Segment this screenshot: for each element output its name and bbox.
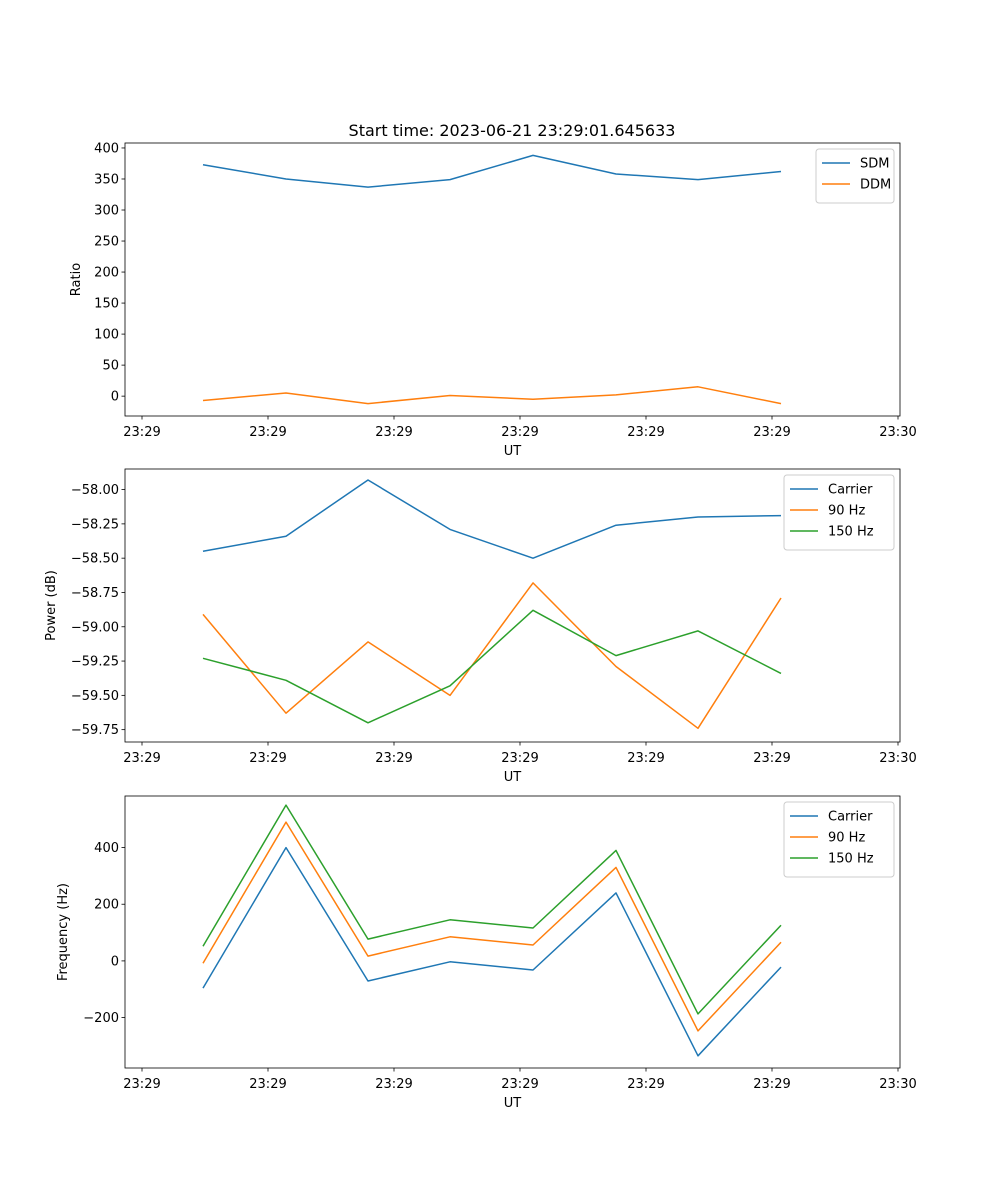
x-axis-label: UT (504, 444, 522, 459)
y-axis-label: Power (dB) (44, 570, 59, 641)
legend-label: SDM (860, 157, 889, 172)
x-tick-label: 23:29 (123, 425, 160, 440)
y-tick-label: 200 (94, 266, 119, 281)
x-tick-label: 23:29 (375, 425, 412, 440)
series-line-1 (202, 479, 782, 559)
x-tick-label: 23:29 (501, 1077, 538, 1092)
y-tick-label: −58.75 (71, 586, 119, 601)
y-tick-label: 50 (102, 359, 119, 374)
x-tick-label: 23:29 (753, 1077, 790, 1092)
y-tick-label: −200 (83, 1011, 119, 1026)
x-tick-label: 23:29 (375, 751, 412, 766)
y-tick-label: 400 (94, 141, 119, 156)
legend-label: Carrier (828, 483, 873, 498)
y-axis-label: Frequency (Hz) (56, 883, 71, 981)
x-tick-label: 23:30 (879, 425, 916, 440)
chart-panels: 0 50 100 150 200 250 300 350 400 23:29 23:29 23:29 2… (44, 141, 917, 1111)
x-tick-label: 23:29 (375, 1077, 412, 1092)
figure-title: Start time: 2023-06-21 23:29:01.645633 (349, 121, 676, 140)
x-tick-label: 23:29 (753, 425, 790, 440)
x-tick-label: 23:30 (879, 751, 916, 766)
x-tick-label: 23:29 (627, 751, 664, 766)
axes-frame (124, 795, 901, 1069)
legend-label: DDM (860, 178, 891, 193)
legend-label: 90 Hz (828, 504, 865, 519)
y-tick-label: 0 (111, 390, 119, 405)
y-tick-label: 250 (94, 235, 119, 250)
y-tick-label: 350 (94, 172, 119, 187)
legend-label: 150 Hz (828, 525, 874, 540)
chart-panel-3: −200 0 200 400 23:29 23:29 23:29 23:29 23:29 23:2… (56, 795, 917, 1111)
series-line-2 (202, 386, 782, 405)
series-line-1 (202, 154, 782, 188)
x-tick-label: 23:29 (249, 425, 286, 440)
y-tick-label: 0 (111, 954, 119, 969)
x-tick-label: 23:29 (501, 425, 538, 440)
x-axis-label: UT (504, 770, 522, 785)
legend-label: Carrier (828, 810, 873, 825)
x-tick-label: 23:29 (123, 1077, 160, 1092)
chart-panel-1: 0 50 100 150 200 250 300 350 400 23:29 23:29 23:29 2… (69, 141, 917, 459)
y-tick-label: −59.25 (71, 655, 119, 670)
x-tick-label: 23:29 (123, 751, 160, 766)
x-tick-label: 23:29 (249, 751, 286, 766)
y-tick-label: −58.00 (71, 483, 119, 498)
y-tick-label: 100 (94, 328, 119, 343)
legend-label: 150 Hz (828, 852, 874, 867)
legend: SDM DDM (815, 148, 895, 204)
y-tick-label: 150 (94, 297, 119, 312)
x-tick-label: 23:29 (627, 425, 664, 440)
x-tick-label: 23:29 (753, 751, 790, 766)
y-tick-label: −59.00 (71, 620, 119, 635)
x-tick-label: 23:29 (501, 751, 538, 766)
legend: Carrier 90 Hz 150 Hz (783, 801, 895, 878)
y-tick-label: −58.50 (71, 552, 119, 567)
y-tick-label: −59.50 (71, 689, 119, 704)
chart-panel-2: −59.75 −59.50 −59.25 −59.00 −58.75 −58.50 −58.… (44, 468, 917, 785)
y-tick-label: −59.75 (71, 723, 119, 738)
series-line-3 (202, 609, 782, 724)
legend-label: 90 Hz (828, 831, 865, 846)
legend: Carrier 90 Hz 150 Hz (783, 474, 895, 551)
x-tick-label: 23:30 (879, 1077, 916, 1092)
y-axis-label: Ratio (69, 263, 84, 296)
axes-frame (124, 468, 901, 743)
y-tick-label: 400 (94, 841, 119, 856)
y-tick-label: 300 (94, 204, 119, 219)
y-tick-label: 200 (94, 898, 119, 913)
y-tick-label: −58.25 (71, 517, 119, 532)
x-tick-label: 23:29 (249, 1077, 286, 1092)
axes-frame (124, 142, 901, 417)
x-axis-label: UT (504, 1096, 522, 1111)
series-line-2 (202, 582, 782, 730)
series-line-1 (202, 846, 782, 1057)
series-line-3 (202, 804, 782, 1015)
x-tick-label: 23:29 (627, 1077, 664, 1092)
series-line-2 (202, 821, 782, 1032)
